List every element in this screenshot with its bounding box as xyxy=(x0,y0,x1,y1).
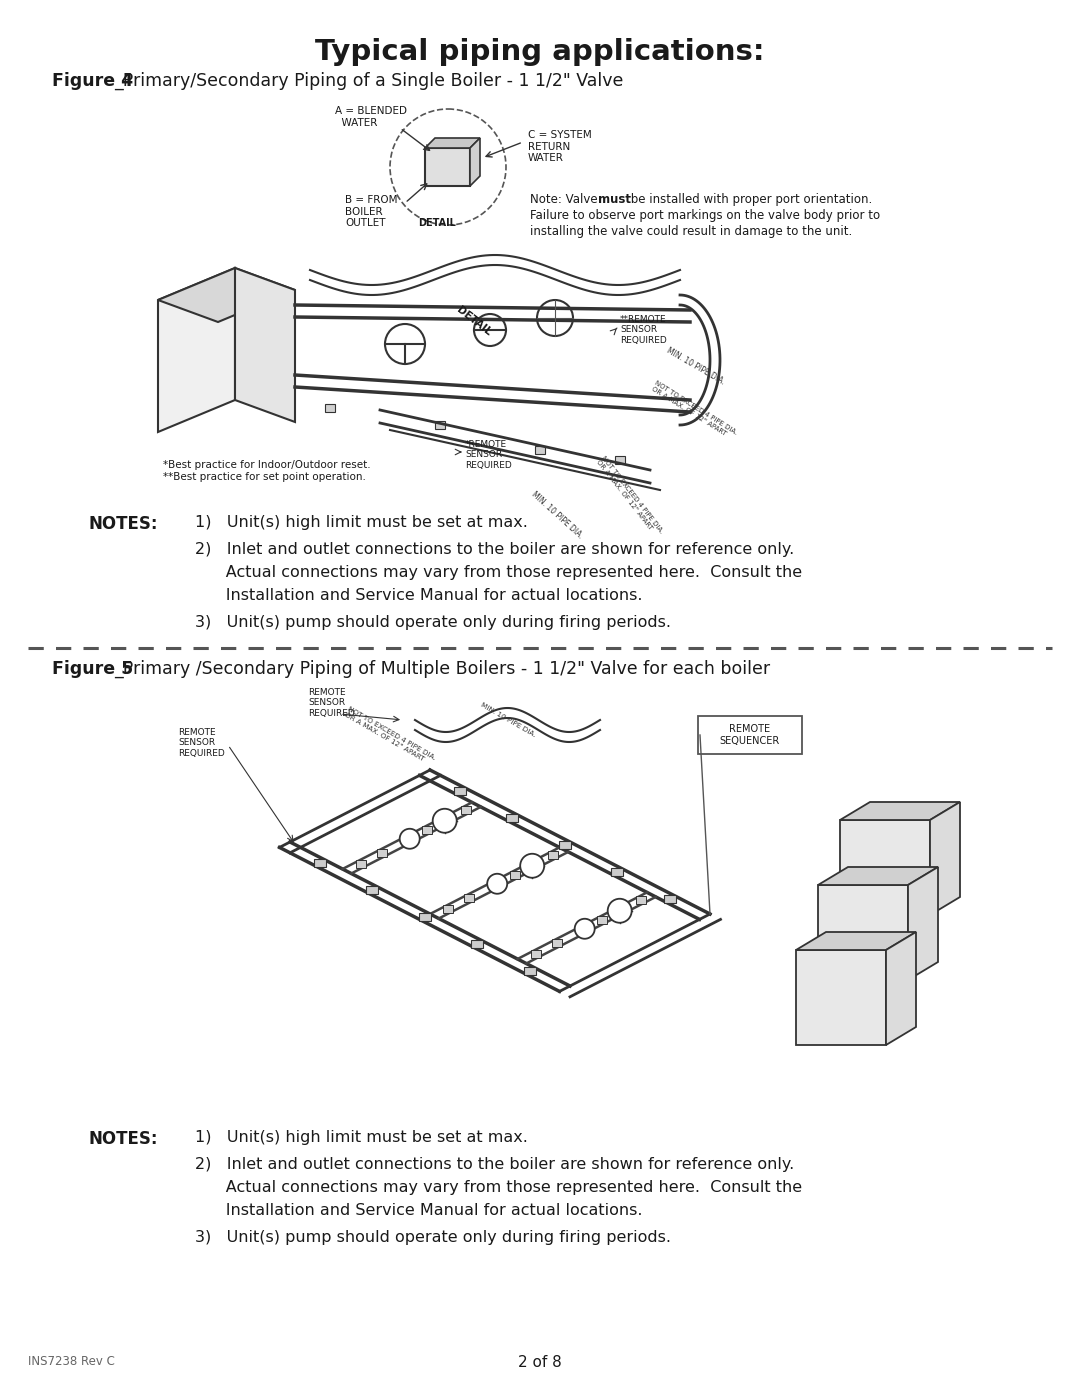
Text: DETAIL: DETAIL xyxy=(455,305,494,338)
Text: *Best practice for Indoor/Outdoor reset.
**Best practice for set point operation: *Best practice for Indoor/Outdoor reset.… xyxy=(163,460,370,482)
Bar xyxy=(552,939,562,947)
Text: **REMOTE
SENSOR
REQUIRED: **REMOTE SENSOR REQUIRED xyxy=(620,314,666,345)
Text: DETAIL: DETAIL xyxy=(418,218,456,228)
Bar xyxy=(419,912,431,921)
Bar xyxy=(664,894,676,902)
Circle shape xyxy=(400,828,420,849)
Bar xyxy=(597,916,607,923)
Bar xyxy=(461,806,471,814)
Bar xyxy=(510,870,519,879)
Text: 1)   Unit(s) high limit must be set at max.: 1) Unit(s) high limit must be set at max… xyxy=(195,1130,528,1146)
Circle shape xyxy=(487,873,508,894)
Text: be installed with proper port orientation.: be installed with proper port orientatio… xyxy=(627,193,873,205)
Text: NOTES:: NOTES: xyxy=(87,1130,158,1148)
Text: B = FROM
BOILER
OUTLET: B = FROM BOILER OUTLET xyxy=(345,196,397,228)
Text: C = SYSTEM
RETURN
WATER: C = SYSTEM RETURN WATER xyxy=(528,130,592,163)
Text: REMOTE
SENSOR
REQUIRED: REMOTE SENSOR REQUIRED xyxy=(178,728,225,757)
Text: 3)   Unit(s) pump should operate only during firing periods.: 3) Unit(s) pump should operate only duri… xyxy=(195,615,671,630)
Text: NOT TO EXCEED 4 PIPE DIA.
OR A MAX. OF 12" APART: NOT TO EXCEED 4 PIPE DIA. OR A MAX. OF 1… xyxy=(650,380,739,441)
Circle shape xyxy=(433,809,457,833)
Text: REMOTE
SEQUENCER: REMOTE SEQUENCER xyxy=(720,724,780,746)
Bar xyxy=(524,967,536,975)
Bar xyxy=(422,826,432,834)
Text: Note: Valve: Note: Valve xyxy=(530,193,602,205)
Bar xyxy=(454,787,465,795)
Bar xyxy=(507,813,518,821)
Text: Actual connections may vary from those represented here.  Consult the: Actual connections may vary from those r… xyxy=(195,1180,802,1194)
Bar xyxy=(535,446,545,454)
Text: 2)   Inlet and outlet connections to the boiler are shown for reference only.: 2) Inlet and outlet connections to the b… xyxy=(195,1157,794,1172)
Circle shape xyxy=(537,300,573,337)
Text: 1)   Unit(s) high limit must be set at max.: 1) Unit(s) high limit must be set at max… xyxy=(195,515,528,529)
Text: _Primary/Secondary Piping of a Single Boiler - 1 1/2" Valve: _Primary/Secondary Piping of a Single Bo… xyxy=(114,73,623,91)
Bar xyxy=(314,859,326,866)
Bar xyxy=(615,455,625,464)
Text: Figure 5: Figure 5 xyxy=(52,659,133,678)
Polygon shape xyxy=(470,138,480,186)
Bar xyxy=(377,849,387,858)
Circle shape xyxy=(608,898,632,923)
Circle shape xyxy=(521,854,544,877)
Circle shape xyxy=(384,324,426,365)
Polygon shape xyxy=(158,268,295,321)
Text: INS7238 Rev C: INS7238 Rev C xyxy=(28,1355,114,1368)
Bar xyxy=(611,868,623,876)
Polygon shape xyxy=(796,950,886,1045)
Bar xyxy=(464,894,474,902)
Text: Typical piping applications:: Typical piping applications: xyxy=(315,38,765,66)
Circle shape xyxy=(575,919,595,939)
FancyBboxPatch shape xyxy=(698,717,802,754)
Text: Actual connections may vary from those represented here.  Consult the: Actual connections may vary from those r… xyxy=(195,564,802,580)
Bar xyxy=(325,404,335,412)
Bar xyxy=(355,861,366,868)
Text: *REMOTE
SENSOR
REQUIRED: *REMOTE SENSOR REQUIRED xyxy=(465,440,512,469)
Text: Figure 4: Figure 4 xyxy=(52,73,133,89)
Text: _Primary /Secondary Piping of Multiple Boilers - 1 1/2" Valve for each boiler: _Primary /Secondary Piping of Multiple B… xyxy=(114,659,770,679)
Bar xyxy=(558,841,570,849)
Polygon shape xyxy=(908,868,939,981)
Text: NOTES:: NOTES: xyxy=(87,515,158,534)
Polygon shape xyxy=(818,868,939,886)
Polygon shape xyxy=(158,268,235,432)
Text: installing the valve could result in damage to the unit.: installing the valve could result in dam… xyxy=(530,225,852,237)
Polygon shape xyxy=(930,802,960,915)
Polygon shape xyxy=(840,820,930,915)
Circle shape xyxy=(474,314,507,346)
Bar xyxy=(636,895,646,904)
Text: Installation and Service Manual for actual locations.: Installation and Service Manual for actu… xyxy=(195,588,643,604)
Bar xyxy=(426,148,470,186)
Bar xyxy=(549,851,558,859)
Bar xyxy=(443,905,454,914)
Text: NOT TO EXCEED 4 PIPE DIA.
OR A MAX. OF 12" APART: NOT TO EXCEED 4 PIPE DIA. OR A MAX. OF 1… xyxy=(595,455,664,539)
Polygon shape xyxy=(818,886,908,981)
Polygon shape xyxy=(426,138,480,148)
Text: NOT TO EXCEED 4 PIPE DIA.
OR A MAX. OF 12" APART: NOT TO EXCEED 4 PIPE DIA. OR A MAX. OF 1… xyxy=(343,705,436,767)
Polygon shape xyxy=(840,802,960,820)
Text: 2)   Inlet and outlet connections to the boiler are shown for reference only.: 2) Inlet and outlet connections to the b… xyxy=(195,542,794,557)
Text: MIN. 10 PIPE DIA.: MIN. 10 PIPE DIA. xyxy=(480,703,537,739)
Polygon shape xyxy=(235,268,295,422)
Bar xyxy=(471,940,483,947)
Polygon shape xyxy=(796,932,916,950)
Bar xyxy=(366,886,378,894)
Polygon shape xyxy=(886,932,916,1045)
Text: MIN. 10 PIPE DIA.: MIN. 10 PIPE DIA. xyxy=(665,346,727,387)
Text: A = BLENDED
  WATER: A = BLENDED WATER xyxy=(335,106,407,127)
Bar xyxy=(530,950,541,958)
Text: Failure to observe port markings on the valve body prior to: Failure to observe port markings on the … xyxy=(530,210,880,222)
Text: 3)   Unit(s) pump should operate only during firing periods.: 3) Unit(s) pump should operate only duri… xyxy=(195,1229,671,1245)
Text: REMOTE
SENSOR
REQUIRED: REMOTE SENSOR REQUIRED xyxy=(308,687,354,718)
Text: MIN. 10 PIPE DIA.: MIN. 10 PIPE DIA. xyxy=(530,490,584,541)
Text: 2 of 8: 2 of 8 xyxy=(518,1355,562,1370)
Text: Installation and Service Manual for actual locations.: Installation and Service Manual for actu… xyxy=(195,1203,643,1218)
Bar xyxy=(435,420,445,429)
Text: must: must xyxy=(598,193,631,205)
